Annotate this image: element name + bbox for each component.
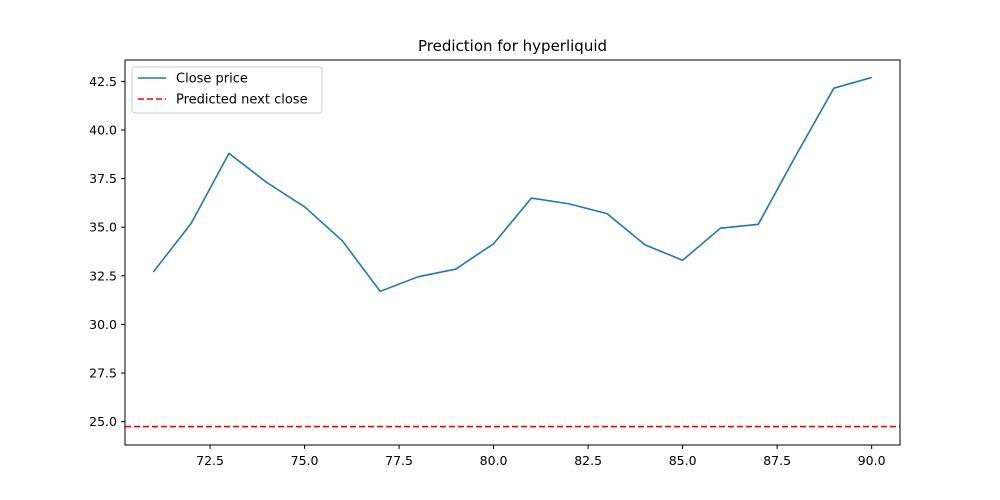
x-tick-label: 75.0 bbox=[291, 453, 319, 468]
y-tick-label: 42.5 bbox=[89, 74, 117, 89]
legend-label: Close price bbox=[176, 72, 248, 87]
x-tick-label: 87.5 bbox=[763, 453, 791, 468]
plot-frame bbox=[124, 59, 901, 446]
y-tick-label: 27.5 bbox=[89, 366, 117, 381]
x-tick-label: 77.5 bbox=[385, 453, 413, 468]
legend-box bbox=[131, 66, 323, 114]
close-price-line bbox=[152, 76, 872, 293]
chart-title: Prediction for hyperliquid bbox=[418, 37, 607, 55]
y-tick-label: 40.0 bbox=[89, 123, 117, 138]
y-tick-label: 30.0 bbox=[89, 317, 117, 332]
series-lines bbox=[125, 76, 900, 428]
x-tick-label: 80.0 bbox=[480, 453, 508, 468]
axis-ticks: 72.5 75.0 77.5 80.0 82.5 85.0 87.5 90.0 25.0 27.5… bbox=[89, 74, 885, 468]
y-tick-label: 32.5 bbox=[89, 268, 117, 283]
x-tick-label: 82.5 bbox=[574, 453, 602, 468]
legend: Close price Predicted next close bbox=[131, 66, 323, 114]
legend-label: Predicted next close bbox=[176, 93, 308, 108]
x-tick-label: 72.5 bbox=[196, 453, 224, 468]
y-tick-label: 25.0 bbox=[89, 414, 117, 429]
y-tick-label: 35.0 bbox=[89, 220, 117, 235]
x-tick-label: 90.0 bbox=[858, 453, 886, 468]
x-tick-label: 85.0 bbox=[669, 453, 697, 468]
y-tick-label: 37.5 bbox=[89, 171, 117, 186]
